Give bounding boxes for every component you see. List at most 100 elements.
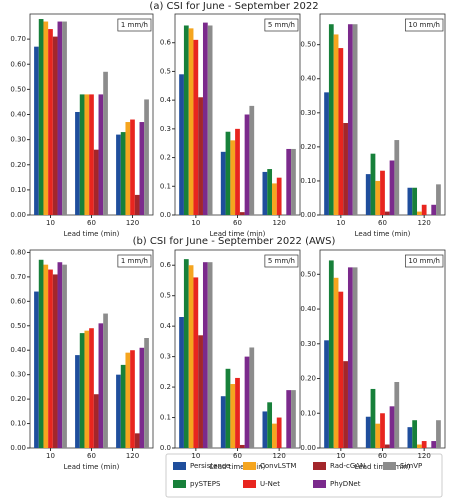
row-title: (a) CSI for June - September 2022: [149, 1, 318, 12]
y-tick-label: 0.4: [160, 322, 172, 330]
x-tick-label: 60: [87, 452, 96, 460]
bar: [125, 352, 131, 448]
bar: [352, 24, 358, 216]
bar: [262, 411, 268, 448]
bar: [43, 21, 49, 215]
y-tick-label: 0.0: [160, 211, 171, 219]
bar: [62, 264, 67, 448]
y-tick-label: 0.70: [10, 273, 26, 281]
bar: [343, 361, 348, 448]
x-tick-label: 60: [233, 452, 242, 460]
x-axis-label: Lead time (min): [355, 230, 411, 238]
bar: [407, 187, 413, 215]
annotation: 10 mm/h: [408, 257, 440, 265]
bar: [89, 94, 94, 215]
bar: [198, 335, 203, 448]
bar: [120, 132, 126, 215]
bar: [235, 377, 240, 448]
bar: [286, 390, 292, 448]
legend-label: Rad-cGAN: [330, 462, 365, 470]
bar: [139, 347, 145, 448]
bar: [202, 262, 208, 448]
bar: [272, 183, 277, 215]
y-tick-label: 0.40: [300, 75, 316, 83]
bar: [134, 433, 140, 448]
x-axis-label: Lead time (min): [210, 230, 266, 238]
bar: [267, 402, 273, 448]
bar: [286, 148, 292, 215]
bar: [179, 317, 184, 448]
legend-swatch: [383, 462, 396, 470]
bar: [365, 174, 371, 215]
bar: [365, 416, 371, 448]
bar: [52, 36, 58, 215]
y-tick-label: 0.10: [10, 186, 26, 194]
x-tick-label: 120: [417, 219, 430, 227]
x-tick-label: 120: [126, 452, 139, 460]
bar: [134, 194, 140, 215]
bar: [57, 262, 63, 448]
y-tick-label: 0.2: [160, 154, 171, 162]
bar: [291, 148, 296, 215]
bar: [62, 21, 67, 215]
bar: [370, 153, 376, 215]
bar: [324, 92, 329, 215]
annotation-box: [264, 254, 299, 268]
bar: [244, 356, 250, 448]
bar: [130, 350, 135, 448]
x-axis-label: Lead time (min): [64, 463, 120, 471]
bar: [417, 444, 422, 448]
y-tick-label: 0.4: [160, 96, 172, 104]
x-axis-label: Lead time (min): [64, 230, 120, 238]
bar: [338, 48, 344, 215]
legend-swatch: [173, 462, 186, 470]
legend-label: Persistence: [190, 462, 230, 470]
x-tick-label: 10: [46, 452, 55, 460]
bar: [93, 394, 99, 448]
legend-swatch: [173, 480, 186, 488]
y-tick-label: 0.00: [300, 211, 316, 219]
bar: [272, 423, 277, 448]
y-tick-label: 0.3: [160, 353, 171, 361]
bar: [291, 390, 296, 448]
y-tick-label: 0.10: [10, 420, 26, 428]
y-tick-label: 0.40: [300, 305, 316, 313]
legend-swatch: [313, 480, 326, 488]
bar: [79, 94, 85, 215]
bar: [38, 19, 44, 216]
annotation: 1 mm/h: [121, 257, 148, 265]
bar: [394, 382, 400, 448]
annotation-box: [405, 18, 444, 32]
y-tick-label: 0.40: [10, 111, 26, 119]
bar: [380, 170, 385, 215]
bar: [144, 99, 149, 215]
bar: [343, 123, 348, 215]
bar: [421, 204, 427, 215]
bar: [93, 149, 99, 215]
bar: [380, 413, 385, 448]
annotation-box: [117, 18, 152, 32]
annotation: 5 mm/h: [268, 257, 295, 265]
y-tick-label: 0.20: [10, 161, 26, 169]
y-tick-label: 0.00: [10, 444, 26, 452]
y-tick-label: 0.60: [10, 297, 26, 305]
bar: [244, 114, 250, 215]
bar: [431, 441, 437, 448]
bar: [183, 259, 189, 448]
bar: [116, 134, 121, 215]
x-tick-label: 10: [336, 452, 345, 460]
annotation: 1 mm/h: [121, 21, 148, 29]
y-tick-label: 0.10: [300, 177, 316, 185]
bar: [230, 384, 236, 448]
x-axis-label: Lead time (min): [355, 463, 411, 471]
y-tick-label: 0.20: [10, 395, 26, 403]
x-tick-label: 10: [336, 219, 345, 227]
bar: [328, 260, 334, 448]
x-tick-label: 10: [191, 219, 200, 227]
bar: [276, 177, 282, 215]
bar: [324, 340, 329, 448]
bar: [220, 396, 226, 448]
y-tick-label: 0.0: [160, 444, 171, 452]
bar: [207, 262, 213, 448]
bar: [125, 122, 131, 215]
